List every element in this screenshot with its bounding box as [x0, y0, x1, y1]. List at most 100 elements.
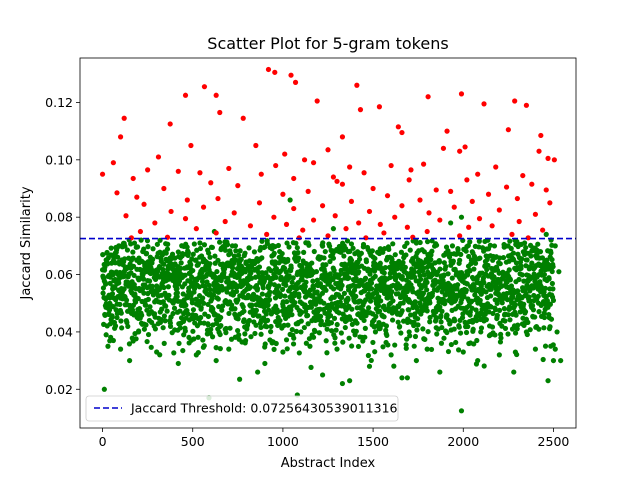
- scatter-point-above: [240, 115, 246, 121]
- scatter-point-below: [507, 238, 513, 244]
- scatter-point-above: [117, 134, 124, 140]
- scatter-point-below: [362, 275, 369, 281]
- scatter-point-above: [529, 181, 535, 187]
- scatter-point-below: [420, 326, 426, 332]
- scatter-point-below: [525, 319, 531, 325]
- scatter-point-below: [256, 313, 262, 319]
- scatter-point-below: [226, 310, 232, 317]
- scatter-point-below: [251, 249, 258, 255]
- scatter-point-below: [328, 320, 335, 326]
- scatter-point-below: [492, 307, 499, 313]
- scatter-point-above: [291, 175, 297, 182]
- scatter-point-above: [231, 210, 237, 216]
- scatter-point-below: [546, 276, 552, 282]
- scatter-point-below: [467, 239, 473, 245]
- scatter-point-below: [298, 309, 305, 316]
- scatter-point-below: [267, 289, 273, 295]
- scatter-point-above: [121, 115, 127, 121]
- scatter-point-below: [235, 316, 241, 322]
- scatter-point-below: [114, 314, 120, 321]
- scatter-point-below: [497, 339, 504, 345]
- scatter-point-below: [367, 298, 374, 304]
- scatter-point-below: [264, 324, 270, 330]
- scatter-point-below: [356, 256, 363, 262]
- scatter-point-below: [548, 250, 554, 256]
- scatter-point-below: [248, 275, 255, 281]
- scatter-point-below: [166, 292, 172, 298]
- scatter-point-below: [353, 293, 359, 299]
- scatter-point-below: [289, 279, 295, 285]
- scatter-point-above: [384, 193, 391, 199]
- scatter-point-below: [198, 305, 204, 311]
- scatter-point-below: [177, 325, 183, 331]
- scatter-point-below: [290, 341, 297, 347]
- scatter-point-below: [371, 268, 378, 274]
- scatter-point-below: [403, 345, 409, 351]
- scatter-point-below: [292, 299, 298, 306]
- scatter-point-below: [213, 345, 219, 351]
- scatter-point-below: [490, 310, 496, 317]
- scatter-point-above: [161, 185, 167, 192]
- scatter-point-below: [127, 357, 133, 364]
- scatter-point-below: [143, 322, 149, 328]
- scatter-point-below: [101, 386, 107, 392]
- scatter-point-below: [301, 324, 307, 331]
- scatter-point-below: [193, 352, 199, 358]
- scatter-point-above: [536, 148, 542, 154]
- scatter-point-below: [398, 330, 404, 336]
- scatter-point-below: [338, 330, 344, 336]
- scatter-point-above: [310, 217, 317, 223]
- scatter-point-below: [442, 286, 448, 292]
- scatter-point-below: [283, 274, 290, 281]
- scatter-point-below: [377, 246, 383, 252]
- scatter-point-above: [347, 164, 353, 170]
- scatter-point-above: [354, 82, 360, 88]
- scatter-point-above: [288, 72, 294, 78]
- scatter-point-below: [369, 248, 375, 254]
- scatter-point-above: [475, 171, 481, 177]
- scatter-point-below: [253, 322, 259, 328]
- x-tick-label: 2500: [538, 434, 570, 449]
- scatter-point-below: [552, 346, 558, 352]
- scatter-point-below: [397, 312, 403, 318]
- scatter-point-above: [388, 162, 394, 169]
- scatter-point-below: [197, 240, 203, 246]
- scatter-point-below: [343, 297, 349, 303]
- scatter-point-below: [552, 243, 558, 249]
- scatter-point-below: [522, 309, 529, 315]
- scatter-point-below: [397, 284, 403, 290]
- scatter-point-below: [398, 249, 405, 255]
- scatter-point-below: [476, 238, 482, 244]
- scatter-point-below: [269, 246, 275, 252]
- scatter-point-below: [174, 294, 180, 300]
- scatter-point-below: [530, 307, 537, 313]
- scatter-point-below: [284, 346, 290, 352]
- scatter-point-below: [444, 329, 450, 336]
- scatter-point-below: [144, 238, 151, 244]
- scatter-point-below: [410, 289, 416, 295]
- scatter-point-below: [322, 248, 328, 255]
- scatter-point-below: [273, 266, 280, 272]
- scatter-point-below: [550, 357, 557, 364]
- scatter-point-below: [484, 266, 490, 273]
- scatter-point-below: [161, 313, 168, 319]
- y-tick-label: 0.02: [45, 382, 73, 397]
- scatter-point-below: [213, 357, 219, 364]
- scatter-point-below: [344, 238, 351, 244]
- scatter-point-above: [197, 170, 203, 176]
- scatter-point-above: [325, 233, 331, 239]
- scatter-point-below: [384, 332, 390, 339]
- scatter-point-below: [514, 289, 520, 295]
- scatter-point-below: [519, 272, 525, 278]
- scatter-point-below: [229, 302, 235, 308]
- scatter-point-below: [361, 317, 367, 324]
- scatter-point-below: [474, 337, 480, 344]
- scatter-point-below: [314, 277, 320, 283]
- scatter-point-below: [460, 349, 466, 355]
- scatter-point-below: [308, 304, 315, 310]
- scatter-point-below: [313, 269, 320, 275]
- scatter-point-below: [204, 260, 210, 266]
- scatter-point-below: [390, 298, 396, 304]
- scatter-point-below: [516, 276, 522, 283]
- scatter-point-above: [392, 214, 398, 220]
